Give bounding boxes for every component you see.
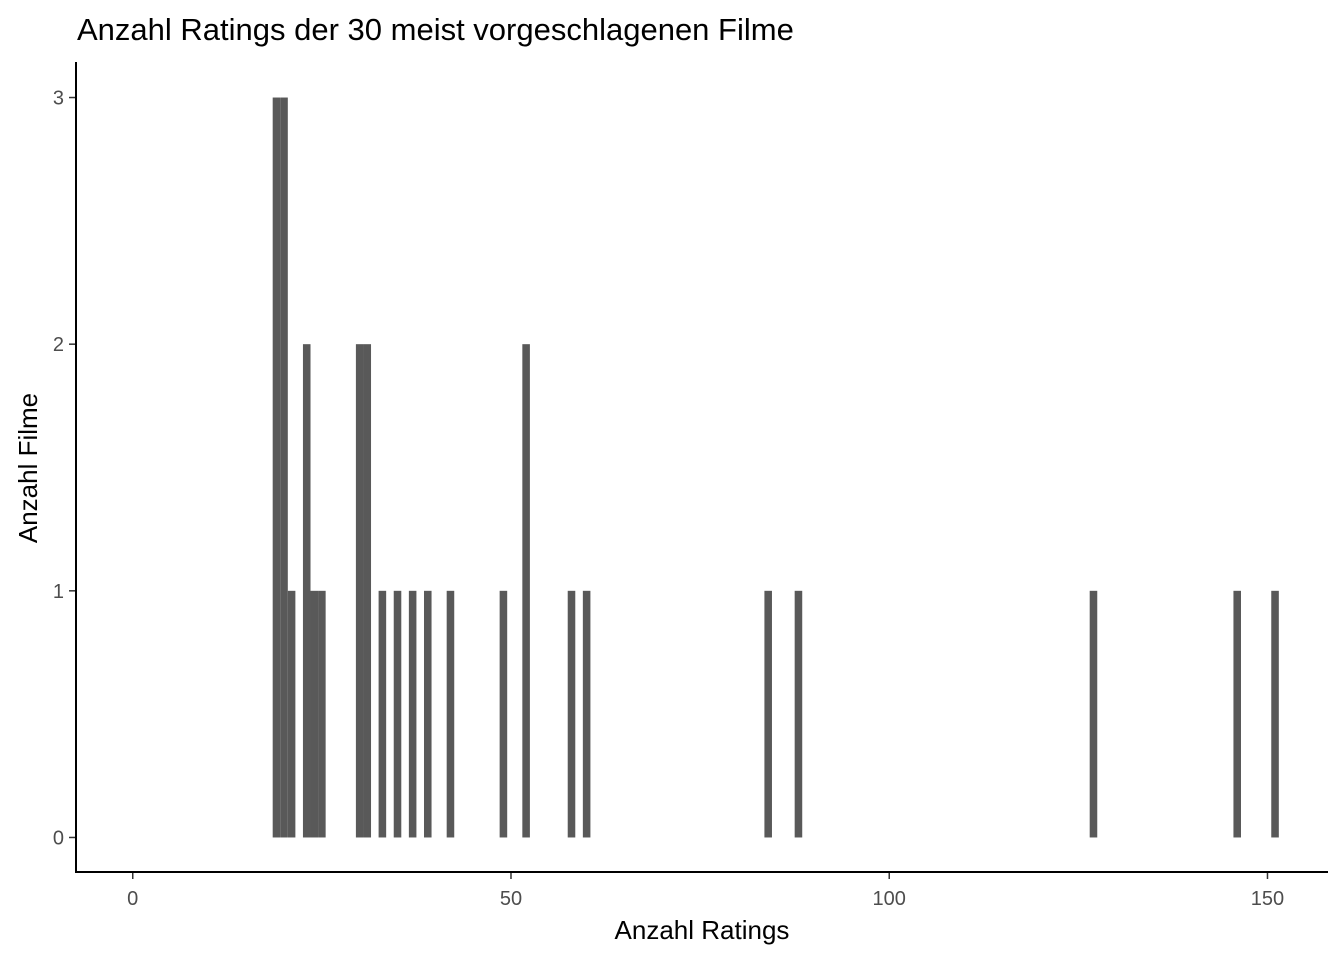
y-tick-label-1: 1	[53, 581, 64, 603]
bar-12	[446, 590, 455, 838]
y-tick-label-3: 3	[53, 88, 64, 110]
bar-3	[302, 344, 311, 838]
bar-17	[764, 590, 772, 838]
y-axis-ticks: 0 1 2 3	[53, 88, 76, 849]
x-axis-ticks: 0 50 100 150	[127, 872, 1284, 910]
bar-21	[1271, 590, 1279, 838]
bar-8	[378, 590, 387, 838]
y-tick-label-2: 2	[53, 334, 64, 356]
bar-16	[582, 590, 591, 838]
bar-13	[499, 590, 508, 838]
bar-7	[363, 344, 372, 838]
y-axis-title: Anzahl Filme	[13, 393, 43, 543]
bar-11	[423, 590, 432, 838]
bar-2	[287, 590, 296, 838]
bar-10	[408, 590, 417, 838]
bar-6	[355, 344, 364, 838]
x-axis-title: Anzahl Ratings	[615, 915, 790, 945]
bar-18	[794, 590, 803, 838]
y-tick-label-0: 0	[53, 827, 64, 849]
x-tick-label-3: 150	[1251, 888, 1284, 910]
x-tick-label-2: 100	[873, 888, 906, 910]
bars-group	[272, 97, 1279, 838]
x-tick-label-1: 50	[500, 888, 522, 910]
bar-1	[280, 97, 288, 838]
bar-4	[310, 590, 319, 838]
bar-9	[393, 590, 402, 838]
bar-20	[1233, 590, 1241, 838]
bar-5	[318, 590, 326, 838]
x-tick-label-0: 0	[127, 888, 138, 910]
chart-title: Anzahl Ratings der 30 meist vorgeschlage…	[77, 12, 794, 47]
bar-15	[567, 590, 576, 838]
bar-19	[1089, 590, 1098, 838]
bar-0	[272, 97, 281, 838]
bar-14	[522, 344, 530, 838]
